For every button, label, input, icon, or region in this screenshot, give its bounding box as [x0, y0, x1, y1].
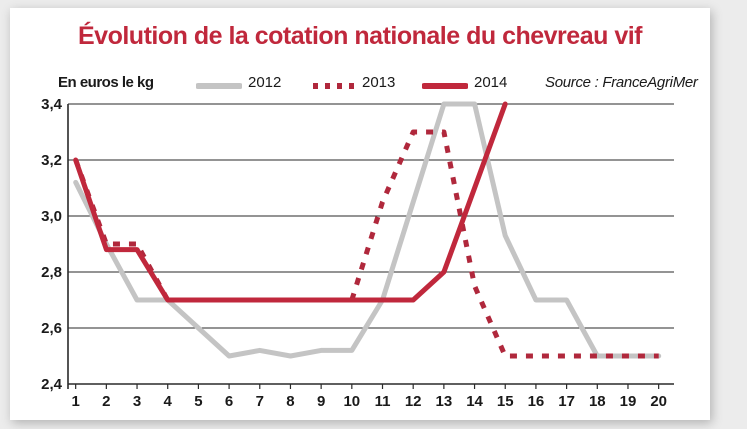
chart-title: Évolution de la cotation nationale du ch… — [78, 22, 643, 50]
x-tick-label: 6 — [225, 393, 233, 410]
legend-swatch-2012 — [196, 83, 242, 89]
x-tick-label: 7 — [256, 393, 264, 410]
x-tick-label: 1 — [71, 393, 79, 410]
x-tick-label: 2 — [102, 393, 110, 410]
x-tick-label: 16 — [528, 393, 545, 410]
x-tick-label: 3 — [133, 393, 141, 410]
x-tick-label: 15 — [497, 393, 514, 410]
x-tick-label: 13 — [436, 393, 453, 410]
x-tick-label: 11 — [375, 393, 391, 410]
x-tick-label: 12 — [405, 393, 422, 410]
x-tick-label: 17 — [558, 393, 575, 410]
legend-label-2013: 2013 — [362, 74, 396, 91]
legend: En euros le kg 2012 2013 2014 Source : F… — [58, 72, 708, 96]
y-tick-label: 2,8 — [41, 264, 62, 281]
legend-label-2014: 2014 — [474, 74, 508, 91]
x-tick-label: 20 — [650, 393, 667, 410]
source-note: Source : FranceAgriMer — [545, 74, 698, 91]
x-tick-label: 19 — [620, 393, 637, 410]
y-tick-label: 3,2 — [41, 152, 62, 169]
y-tick-label: 2,6 — [41, 320, 62, 337]
x-tick-label: 9 — [317, 393, 325, 410]
x-tick-label: 10 — [343, 393, 360, 410]
y-tick-label: 2,4 — [41, 376, 63, 393]
series-line-2014 — [73, 101, 508, 303]
chart-card: Évolution de la cotation nationale du ch… — [10, 8, 710, 420]
x-tick-label: 14 — [466, 393, 483, 410]
x-tick-label: 5 — [194, 393, 202, 410]
x-tick-label: 18 — [589, 393, 606, 410]
x-tick-label: 8 — [286, 393, 294, 410]
legend-label-2012: 2012 — [248, 74, 282, 91]
y-tick-label: 3,0 — [41, 208, 62, 225]
y-tick-label: 3,4 — [41, 96, 63, 113]
series-line-2012 — [73, 101, 662, 359]
legend-swatch-2014 — [422, 83, 468, 89]
y-axis-unit-label: En euros le kg — [58, 74, 154, 91]
x-tick-label: 4 — [164, 393, 173, 410]
series-line-2013 — [73, 129, 659, 359]
